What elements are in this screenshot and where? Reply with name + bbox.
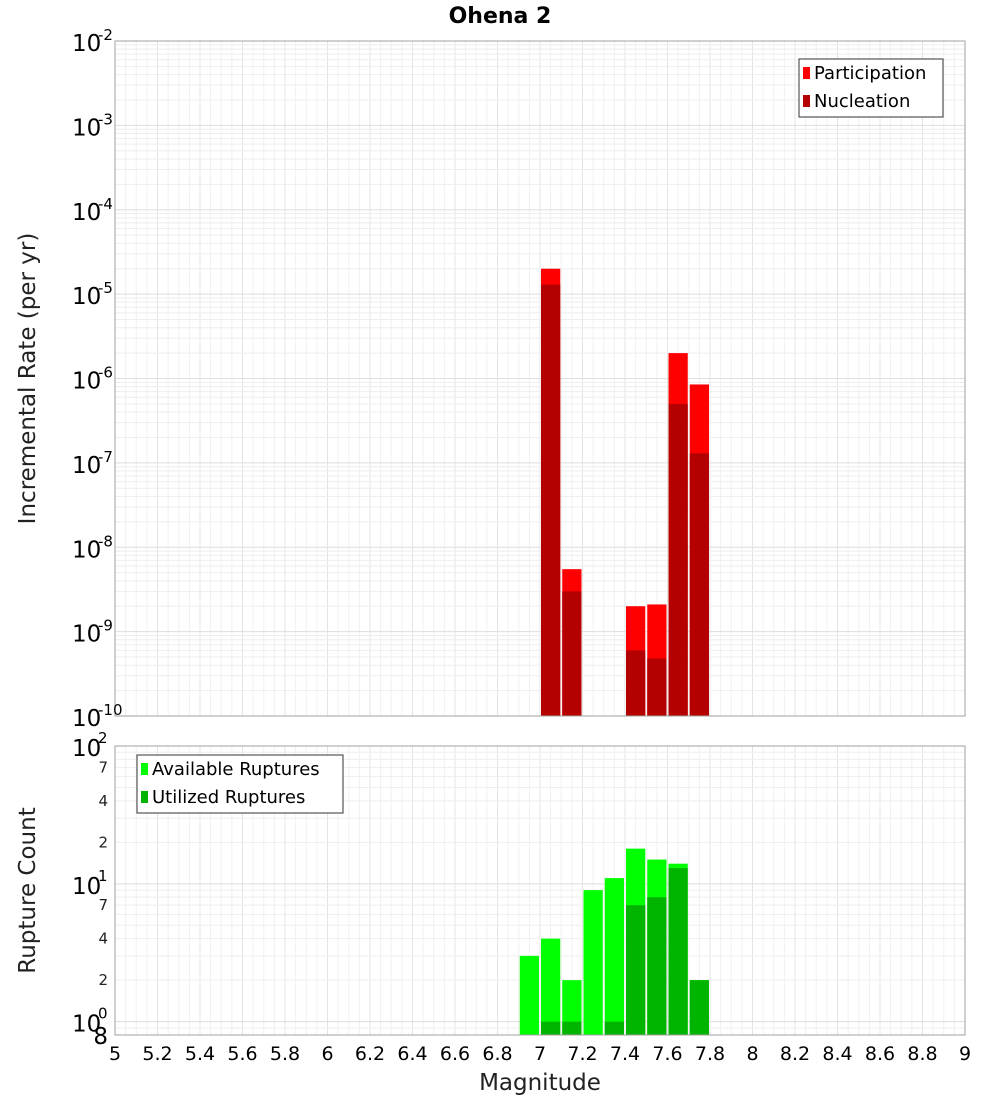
bar-available-ruptures xyxy=(562,980,582,1035)
rupture-panel-bars xyxy=(519,848,709,1035)
y-tick-exponent: -9 xyxy=(98,617,113,635)
x-tick-label: 5.6 xyxy=(227,1043,257,1065)
y-minor-tick-label: 8 xyxy=(93,1024,108,1050)
bar-available-ruptures xyxy=(604,878,624,1035)
x-tick-label: 8.8 xyxy=(907,1043,937,1065)
x-tick-label: 7.6 xyxy=(652,1043,682,1065)
x-tick-label: 7.4 xyxy=(610,1043,640,1065)
y-tick-exponent: 2 xyxy=(98,729,108,747)
legend-entry: Available Ruptures xyxy=(152,759,320,780)
x-tick-label: 7.2 xyxy=(567,1043,597,1065)
x-axis-ticks: 5 5.2 5.4 5.6 5.8 6 6.2 6.4 6.6 6.8 7 7.2 7.4 7.6 7.8 8… xyxy=(109,1043,971,1065)
bar-utilized-ruptures xyxy=(626,905,646,1035)
bar-utilized-ruptures xyxy=(562,1021,582,1035)
legend-entry: Utilized Ruptures xyxy=(152,787,305,808)
chart-title: Ohena 2 xyxy=(449,4,552,29)
x-tick-label: 8 xyxy=(746,1043,758,1065)
rupture-panel-grid xyxy=(114,745,966,1036)
y-minor-tick-label: 2 xyxy=(98,971,108,989)
y-tick-exponent: -6 xyxy=(98,364,113,382)
bar-available-ruptures xyxy=(519,955,539,1035)
y-tick-exponent: 1 xyxy=(98,867,108,885)
x-tick-label: 8.2 xyxy=(780,1043,810,1065)
rate-panel-y-ticks: 10-210-310-410-510-610-710-810-910-10 xyxy=(72,26,123,732)
bar-nucleation xyxy=(562,591,582,716)
legend-swatch xyxy=(141,763,148,775)
rupture-panel-y-axis-label: Rupture Count xyxy=(15,807,41,973)
y-minor-tick-label: 4 xyxy=(98,792,108,810)
y-tick-label: 10 xyxy=(72,115,101,141)
y-tick-label: 10 xyxy=(72,622,101,648)
bar-utilized-ruptures xyxy=(689,980,709,1035)
x-tick-label: 5.2 xyxy=(142,1043,172,1065)
rate-panel-frame xyxy=(114,40,966,717)
y-tick-label: 10 xyxy=(72,706,101,732)
legend-swatch xyxy=(803,95,810,107)
y-tick-label: 10 xyxy=(72,284,101,310)
y-tick-exponent: -5 xyxy=(98,279,113,297)
x-tick-label: 6.6 xyxy=(440,1043,470,1065)
bar-nucleation xyxy=(626,650,646,716)
rupture-panel-frame xyxy=(114,745,966,1036)
y-tick-label: 10 xyxy=(72,537,101,563)
legend-entry: Nucleation xyxy=(814,91,910,112)
bar-nucleation xyxy=(647,658,667,716)
rate-panel-grid xyxy=(114,40,966,717)
legend-entry: Participation xyxy=(814,63,926,84)
bar-available-ruptures xyxy=(583,890,603,1035)
bar-utilized-ruptures xyxy=(541,1021,561,1035)
y-tick-exponent: -3 xyxy=(98,110,113,128)
y-minor-tick-label: 2 xyxy=(98,833,108,851)
bar-available-ruptures xyxy=(541,938,561,1035)
x-tick-label: 6 xyxy=(321,1043,333,1065)
x-axis-label: Magnitude xyxy=(479,1070,601,1096)
legend-box xyxy=(136,754,344,814)
x-tick-label: 7.8 xyxy=(695,1043,725,1065)
bar-nucleation xyxy=(541,284,561,716)
x-tick-label: 6.4 xyxy=(397,1043,427,1065)
bar-nucleation xyxy=(689,453,709,716)
y-tick-label: 10 xyxy=(72,1012,101,1038)
x-tick-label: 8.4 xyxy=(822,1043,852,1065)
y-tick-label: 10 xyxy=(72,369,101,395)
x-tick-label: 6.8 xyxy=(482,1043,512,1065)
y-minor-tick-label: 7 xyxy=(98,896,108,914)
bar-utilized-ruptures xyxy=(604,1021,624,1035)
y-tick-label: 10 xyxy=(72,31,101,57)
rate-panel-bars xyxy=(541,268,709,716)
x-tick-label: 5.8 xyxy=(270,1043,300,1065)
y-tick-exponent: -2 xyxy=(98,26,113,44)
x-tick-label: 9 xyxy=(959,1043,971,1065)
y-tick-label: 10 xyxy=(72,453,101,479)
y-tick-label: 10 xyxy=(72,200,101,226)
y-minor-tick-label: 4 xyxy=(98,930,108,948)
bar-nucleation xyxy=(668,403,688,716)
legend-box xyxy=(798,58,944,118)
bar-utilized-ruptures xyxy=(647,897,667,1035)
x-tick-label: 8.6 xyxy=(865,1043,895,1065)
rate-panel-y-axis-label: Incremental Rate (per yr) xyxy=(15,233,41,525)
y-tick-label: 10 xyxy=(72,736,101,762)
y-tick-exponent: 0 xyxy=(98,1005,108,1023)
x-tick-label: 5 xyxy=(109,1043,121,1065)
rupture-panel-legend: Available Ruptures Utilized Ruptures xyxy=(136,754,344,814)
y-tick-exponent: -7 xyxy=(98,448,113,466)
y-tick-label: 10 xyxy=(72,874,101,900)
x-tick-label: 7 xyxy=(534,1043,546,1065)
rate-panel: 10-210-310-410-510-610-710-810-910-10 In… xyxy=(15,26,966,732)
y-tick-exponent: -10 xyxy=(98,701,123,719)
y-tick-exponent: -4 xyxy=(98,195,113,213)
rate-panel-legend: Participation Nucleation xyxy=(798,58,944,118)
x-tick-label: 5.4 xyxy=(185,1043,215,1065)
bar-utilized-ruptures xyxy=(668,868,688,1035)
y-minor-tick-label: 7 xyxy=(98,758,108,776)
legend-swatch xyxy=(803,67,810,79)
x-tick-label: 6.2 xyxy=(355,1043,385,1065)
y-tick-exponent: -8 xyxy=(98,532,113,550)
legend-swatch xyxy=(141,791,148,803)
